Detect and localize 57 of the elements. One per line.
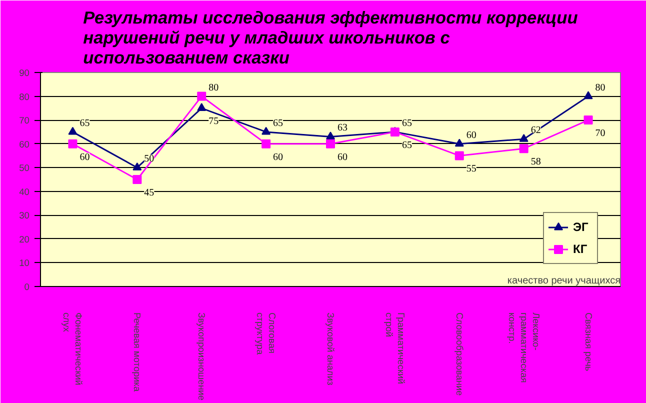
data-label: 45 bbox=[144, 188, 154, 198]
point bbox=[132, 175, 142, 184]
data-label: 60 bbox=[273, 152, 284, 163]
x-tick-label: Фонематический слух bbox=[62, 312, 84, 386]
x-tick-label: Связная речь bbox=[583, 312, 594, 372]
point bbox=[197, 103, 206, 111]
y-tick-label: 0 bbox=[24, 282, 30, 292]
chart-title: Результаты исследования эффективности коррекции нарушений речи у младших школьников с использованием сказки bbox=[83, 8, 578, 68]
point bbox=[68, 126, 78, 135]
point bbox=[197, 92, 206, 101]
point bbox=[584, 116, 593, 125]
data-label: 75 bbox=[208, 116, 219, 128]
x-tick-label: Звуковой анализ bbox=[326, 312, 336, 386]
y-tick-label: 30 bbox=[19, 210, 30, 221]
data-label: 62 bbox=[530, 125, 541, 136]
data-label: 60 bbox=[338, 152, 348, 163]
data-label: 80 bbox=[595, 82, 606, 94]
point bbox=[454, 138, 464, 147]
point bbox=[519, 144, 528, 154]
x-tick-label: Слоговая структура bbox=[255, 312, 278, 356]
data-label: 60 bbox=[466, 130, 476, 141]
point bbox=[584, 91, 593, 100]
y-tick-label: 40 bbox=[19, 186, 30, 197]
y-tick-label: 10 bbox=[19, 258, 30, 268]
point bbox=[262, 126, 271, 135]
y-tick-label: 20 bbox=[19, 234, 30, 244]
point bbox=[326, 139, 335, 148]
x-axis-title: качество речи учащихся bbox=[507, 276, 621, 286]
y-tick-label: 60 bbox=[19, 139, 30, 150]
data-label: 60 bbox=[80, 152, 90, 163]
data-label: 65 bbox=[402, 140, 412, 151]
data-label: 55 bbox=[466, 164, 476, 175]
data-label: 65 bbox=[402, 118, 412, 129]
data-label: 70 bbox=[595, 128, 606, 140]
x-tick-label: Речевая моторика bbox=[132, 312, 142, 392]
x-tick-label: Словообразование bbox=[454, 312, 464, 396]
point bbox=[326, 132, 335, 140]
data-label: 80 bbox=[208, 82, 219, 94]
point bbox=[132, 162, 142, 170]
x-tick-label: Грамматический строй bbox=[384, 312, 406, 384]
y-tick-label: 90 bbox=[19, 68, 30, 78]
point bbox=[519, 134, 528, 142]
y-tick-label: 50 bbox=[19, 163, 30, 174]
data-label: 58 bbox=[530, 156, 541, 168]
data-label: 65 bbox=[80, 118, 90, 129]
y-tick-label: 80 bbox=[19, 92, 30, 102]
point bbox=[262, 139, 271, 148]
point bbox=[454, 151, 464, 160]
data-label: 65 bbox=[273, 118, 284, 129]
y-tick-label: 70 bbox=[19, 116, 30, 126]
x-tick-label: Звукопроизношение bbox=[196, 312, 207, 400]
legend-label: ЭГ bbox=[573, 220, 590, 234]
point bbox=[68, 139, 78, 148]
data-label: 50 bbox=[144, 154, 154, 165]
legend-label: КГ bbox=[573, 242, 588, 256]
x-tick-label: Лексико-грамматическая констр. bbox=[506, 312, 541, 383]
data-label: 63 bbox=[338, 122, 348, 134]
